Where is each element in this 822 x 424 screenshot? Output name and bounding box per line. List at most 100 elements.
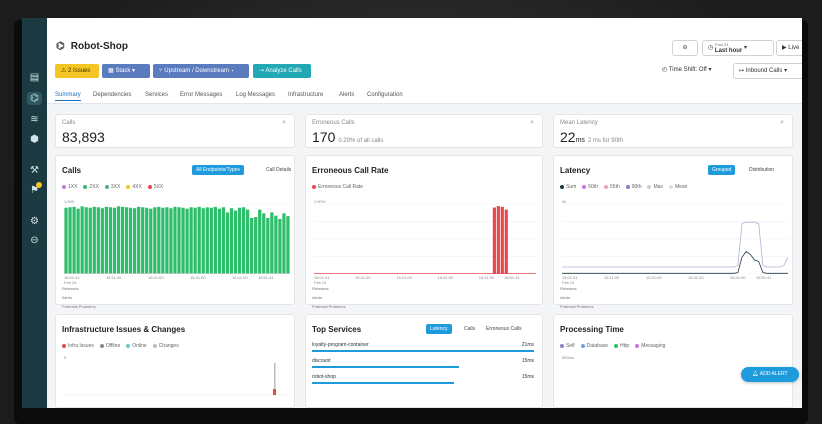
distribution-button[interactable]: Distribution	[749, 167, 775, 173]
calls-bar[interactable]	[237, 207, 242, 274]
calls-bar[interactable]	[173, 206, 177, 274]
grouped-button[interactable]: Grouped	[708, 165, 736, 175]
tab-summary[interactable]: Summary	[55, 92, 81, 101]
tab-infrastructure[interactable]: Infrastructure	[288, 92, 324, 98]
top-services-tab-calls[interactable]: Calls	[464, 326, 476, 332]
calls-bar[interactable]	[96, 207, 100, 274]
processing-legend-item[interactable]: Database	[580, 343, 608, 349]
tab-dependencies[interactable]: Dependencies	[93, 92, 132, 98]
tab-configuration[interactable]: Configuration	[367, 92, 403, 98]
latency-legend-item[interactable]: 50th	[582, 184, 598, 190]
calls-bar[interactable]	[254, 217, 258, 274]
calls-bar[interactable]	[270, 212, 274, 274]
tab-alerts[interactable]: Alerts	[339, 92, 355, 98]
calls-bar[interactable]	[181, 207, 185, 274]
calls-bar[interactable]	[258, 209, 262, 274]
calls-bar[interactable]	[84, 207, 88, 274]
calls-bar[interactable]	[80, 206, 84, 274]
processing-legend-item[interactable]: Messaging	[635, 343, 665, 349]
calls-bar[interactable]	[197, 206, 201, 274]
error-bar[interactable]	[504, 209, 508, 274]
error-bar[interactable]	[496, 206, 500, 274]
infra-legend-item[interactable]: Infra Issues	[62, 343, 94, 349]
calls-bar[interactable]	[278, 218, 282, 274]
calls-bar[interactable]	[133, 208, 137, 274]
latency-legend-item[interactable]: 90th	[625, 184, 641, 190]
calls-bar[interactable]	[209, 207, 213, 274]
calls-bar[interactable]	[246, 209, 250, 274]
magnify-icon[interactable]: ⌕	[530, 119, 534, 126]
calls-bar[interactable]	[100, 208, 104, 274]
calls-bar[interactable]	[112, 207, 117, 274]
calls-bar[interactable]	[205, 207, 209, 274]
dashboard-icon[interactable]: ▤	[29, 72, 40, 83]
time-range-button[interactable]: ◷ Past 24 Last hour ▾	[702, 40, 774, 56]
tab-services[interactable]: Services	[145, 92, 169, 98]
magnify-icon[interactable]: ⌕	[780, 119, 784, 126]
calls-bar[interactable]	[141, 207, 145, 274]
calls-bar[interactable]	[88, 207, 92, 274]
calls-bar[interactable]	[225, 212, 230, 274]
calls-bar[interactable]	[124, 207, 129, 274]
inbound-calls-select[interactable]: ↦ Inbound Calls ▾	[733, 63, 802, 79]
calls-bar[interactable]	[165, 207, 169, 274]
calls-bar[interactable]	[250, 218, 254, 274]
error-bar[interactable]	[500, 206, 504, 274]
stack-button[interactable]: ▦ Stack ▾	[102, 64, 150, 78]
all-endpoints-button[interactable]: All Endpoints/Types	[192, 165, 244, 175]
calls-bar[interactable]	[137, 206, 141, 274]
time-shift-select[interactable]: ◴ Time Shift: Off ▾	[657, 63, 729, 79]
calls-bar[interactable]	[241, 207, 246, 274]
calls-bar[interactable]	[213, 206, 217, 274]
calls-bar[interactable]	[72, 206, 76, 274]
upstream-downstream-button[interactable]: ⑂ Upstream / Downstream ▾	[153, 64, 249, 78]
processing-legend-item[interactable]: Http	[614, 343, 629, 349]
calls-bar[interactable]	[282, 213, 286, 274]
infrastructure-icon[interactable]: ⬢	[30, 134, 39, 145]
calls-legend-item[interactable]: 4XX	[126, 184, 142, 190]
calls-bar[interactable]	[193, 207, 197, 274]
calls-bar[interactable]	[64, 207, 68, 274]
error-bar[interactable]	[492, 207, 496, 275]
infra-legend-item[interactable]: Offline	[99, 343, 120, 349]
calls-legend-item[interactable]: 2XX	[83, 184, 99, 190]
infra-legend-item[interactable]: Changes	[152, 343, 179, 349]
service-name[interactable]: discount	[312, 358, 331, 364]
settings-icon[interactable]: ⚙	[30, 216, 39, 227]
share-link-button[interactable]: ⊖	[672, 40, 698, 56]
calls-bar[interactable]	[153, 207, 157, 274]
latency-legend-item[interactable]: Sum	[560, 184, 576, 190]
calls-bar[interactable]	[274, 215, 278, 274]
tab-log-messages[interactable]: Log Messages	[236, 92, 276, 98]
add-alert-button[interactable]: 🔔︎ ADD ALERT	[741, 367, 799, 382]
calls-legend-item[interactable]: 3XX	[104, 184, 120, 190]
latency-series-mean[interactable]	[562, 251, 788, 274]
calls-bar[interactable]	[217, 208, 221, 274]
applications-icon[interactable]: ⌬	[27, 92, 42, 105]
calls-bar[interactable]	[177, 207, 181, 274]
calls-bar[interactable]	[262, 213, 266, 274]
calls-bar[interactable]	[286, 216, 290, 274]
calls-bar[interactable]	[266, 218, 270, 274]
call-details-button[interactable]: Call Details	[266, 167, 292, 173]
issues-button[interactable]: ⚠ 2 Issues	[55, 64, 99, 78]
websites-icon[interactable]: ≋	[30, 114, 39, 125]
calls-bar[interactable]	[221, 207, 226, 274]
analyze-calls-button[interactable]: ⇢ Analyze Calls	[253, 64, 311, 78]
calls-bar[interactable]	[149, 208, 153, 274]
infra-legend-item[interactable]: Online	[126, 343, 147, 349]
processing-legend-item[interactable]: Self	[560, 343, 575, 349]
tab-error-messages[interactable]: Error Messages	[180, 92, 223, 98]
error-legend-item[interactable]: Erroneous Call Rate	[312, 184, 363, 190]
latency-legend-item[interactable]: Mean	[668, 184, 687, 190]
service-name[interactable]: robot-shop	[312, 374, 336, 380]
calls-bar[interactable]	[108, 207, 113, 274]
calls-bar[interactable]	[120, 206, 125, 274]
latency-legend-item[interactable]: Max	[647, 184, 663, 190]
calls-legend-item[interactable]: 1XX	[62, 184, 77, 190]
calls-bar[interactable]	[128, 207, 133, 274]
analyze-icon[interactable]: ⚒	[30, 165, 39, 176]
link-icon[interactable]: ⊖	[30, 235, 39, 246]
calls-bar[interactable]	[76, 208, 80, 274]
magnify-icon[interactable]: ⌕	[282, 119, 286, 126]
